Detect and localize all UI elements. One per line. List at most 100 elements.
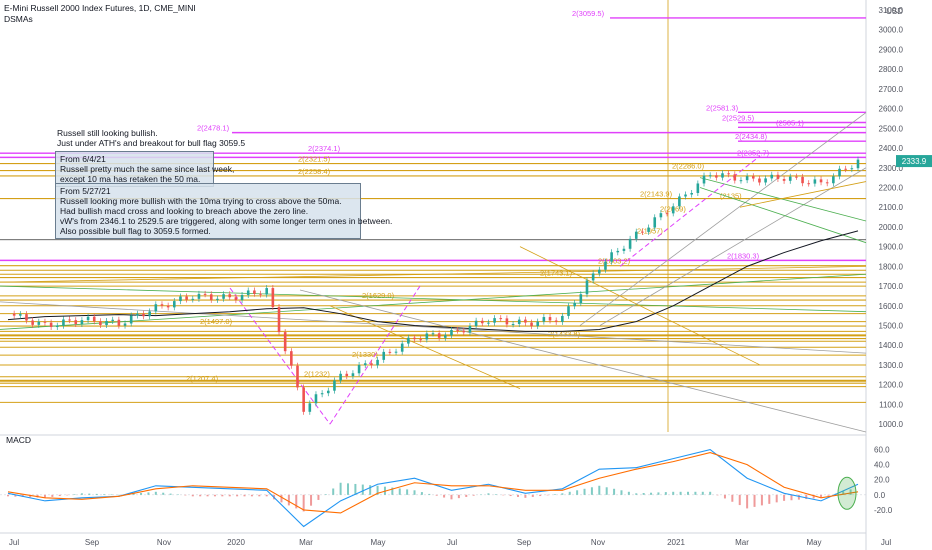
price-tick-label: 1900.0 xyxy=(879,243,904,252)
candle-body xyxy=(708,175,712,177)
macd-histogram-bar xyxy=(546,494,549,496)
candle-body xyxy=(425,333,429,340)
macd-histogram-bar xyxy=(280,494,283,503)
candle-body xyxy=(795,176,798,178)
time-axis-label: Mar xyxy=(735,538,749,547)
level-label: 2(1207.4) xyxy=(186,374,219,383)
candle-body xyxy=(253,290,256,294)
signal-line xyxy=(7,451,859,514)
note-box-5-27-21: From 5/27/21 Russell looking more bullis… xyxy=(55,183,392,239)
macd-tick-label: 40.0 xyxy=(874,461,890,470)
candle-body xyxy=(203,293,207,295)
macd-histogram-bar xyxy=(140,493,143,495)
level-label: 2(2321.5) xyxy=(298,155,331,164)
candle-body xyxy=(530,322,533,327)
macd-histogram-bar xyxy=(435,494,438,496)
price-tick-label: 1000.0 xyxy=(879,420,904,429)
candle-body xyxy=(536,321,540,327)
candle-body xyxy=(345,373,349,377)
candle-body xyxy=(585,280,589,295)
macd-histogram-bar xyxy=(842,491,845,495)
candle-body xyxy=(856,159,860,169)
candle-body xyxy=(394,351,398,353)
trend-line xyxy=(699,187,867,244)
candle-body xyxy=(320,393,324,395)
candle-body xyxy=(351,373,355,377)
macd-histogram-bar xyxy=(576,490,579,495)
candle-body xyxy=(431,333,435,335)
macd-histogram-bar xyxy=(154,491,157,495)
macd-histogram-bar xyxy=(694,491,697,495)
macd-histogram-bar xyxy=(775,494,778,503)
level-label: 2(1830.3) xyxy=(727,251,760,260)
note-box-line: Also possible bull flag to 3059.5 formed… xyxy=(60,226,211,236)
candle-body xyxy=(296,365,299,388)
price-tick-label: 3100.0 xyxy=(879,6,904,15)
candle-body xyxy=(579,294,583,303)
level-label: 2(3059.5) xyxy=(572,9,605,18)
price-tick-label: 2100.0 xyxy=(879,203,904,212)
time-axis-label: Nov xyxy=(157,538,171,547)
price-tick-label: 1300.0 xyxy=(879,361,904,370)
candle-body xyxy=(185,296,188,300)
macd-histogram-bar xyxy=(295,494,298,509)
candle-body xyxy=(610,252,613,262)
candle-body xyxy=(499,318,503,320)
macd-histogram-bar xyxy=(687,491,689,495)
candle-body xyxy=(598,269,601,274)
macd-histogram-bar xyxy=(162,492,165,495)
candle-body xyxy=(628,238,632,249)
macd-histogram-bar xyxy=(184,494,187,496)
macd-histogram-bar xyxy=(406,489,409,495)
candle-body xyxy=(265,288,268,295)
candle-body xyxy=(758,178,761,183)
candle-body xyxy=(123,323,127,326)
level-label: 2(1743.1) xyxy=(540,269,573,278)
candle-body xyxy=(616,250,620,253)
level-label: 2(2258.4) xyxy=(298,167,331,176)
level-label: (2505.1) xyxy=(776,118,804,127)
candle-body xyxy=(142,313,145,317)
macd-histogram-bar xyxy=(805,494,808,500)
macd-histogram-bar xyxy=(287,494,290,506)
candle-body xyxy=(413,337,416,340)
indicator-label: DSMAs xyxy=(4,14,33,24)
price-tick-label: 1100.0 xyxy=(879,400,903,409)
macd-histogram-bar xyxy=(753,494,756,507)
macd-histogram-bar xyxy=(783,494,786,501)
candle-body xyxy=(209,294,213,300)
level-label: 2(1629.0) xyxy=(362,291,395,300)
candle-body xyxy=(764,178,767,183)
macd-histogram-bar xyxy=(502,494,505,496)
candle-body xyxy=(487,322,490,324)
macd-histogram-bar xyxy=(768,494,771,504)
macd-histogram-bar xyxy=(354,483,357,495)
candle-body xyxy=(493,318,496,323)
main-note-line: Just under ATH's and breakout for bull f… xyxy=(57,138,246,148)
price-tick-label: 2900.0 xyxy=(879,45,904,54)
macd-histogram-bar xyxy=(376,485,379,495)
level-label: 2(2374.1) xyxy=(308,144,341,153)
candle-body xyxy=(801,176,804,184)
macd-histogram-bar xyxy=(250,494,253,497)
price-tick-label: 1500.0 xyxy=(879,322,904,331)
candle-body xyxy=(55,325,59,328)
macd-histogram-bar xyxy=(110,494,113,496)
level-label: 2(1497.0) xyxy=(200,317,233,326)
candle-body xyxy=(105,320,108,326)
candle-body xyxy=(850,168,854,170)
note-box-title: From 5/27/21 xyxy=(60,186,111,196)
macd-histogram-bar xyxy=(428,493,431,495)
candle-body xyxy=(807,183,811,185)
macd-histogram-bar xyxy=(14,494,17,497)
macd-histogram-bar xyxy=(716,494,719,496)
note-box-title: From 6/4/21 xyxy=(60,154,106,164)
time-axis-label: Jul xyxy=(447,538,457,547)
candle-body xyxy=(444,335,447,338)
macd-histogram-bar xyxy=(539,494,542,497)
trend-line xyxy=(0,273,867,330)
macd-histogram-bar xyxy=(723,494,726,499)
candle-body xyxy=(80,320,84,324)
